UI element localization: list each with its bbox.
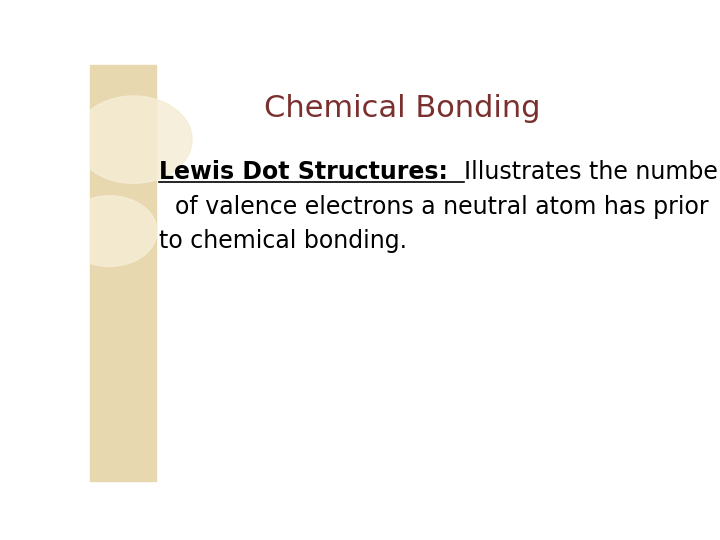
- Circle shape: [75, 96, 192, 183]
- Text: to chemical bonding.: to chemical bonding.: [158, 228, 407, 253]
- Circle shape: [62, 196, 157, 266]
- Text: Lewis Dot Structures:: Lewis Dot Structures:: [158, 160, 464, 185]
- Bar: [90, 65, 156, 481]
- Text: of valence electrons a neutral atom has prior: of valence electrons a neutral atom has …: [176, 194, 709, 219]
- Text: Chemical Bonding: Chemical Bonding: [264, 94, 540, 123]
- Text: Illustrates the number: Illustrates the number: [464, 160, 720, 185]
